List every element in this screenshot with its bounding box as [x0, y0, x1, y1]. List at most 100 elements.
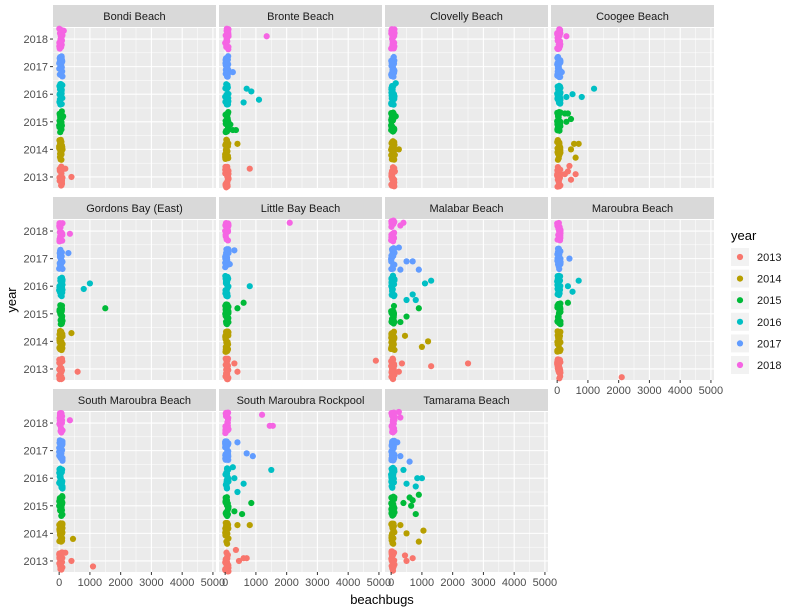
- data-point: [555, 166, 562, 173]
- data-point: [223, 278, 230, 285]
- data-point: [58, 367, 66, 374]
- data-point: [554, 365, 562, 372]
- data-point: [65, 250, 72, 257]
- data-point: [395, 408, 402, 416]
- facet-title: South Maroubra Beach: [78, 395, 191, 407]
- data-point: [224, 172, 231, 179]
- data-point: [388, 474, 395, 481]
- data-point: [235, 557, 243, 565]
- data-point: [388, 508, 395, 515]
- data-point: [578, 93, 585, 101]
- data-point: [222, 328, 230, 335]
- data-point: [74, 368, 81, 375]
- data-point: [224, 568, 231, 575]
- data-point: [56, 448, 63, 456]
- y-tick-label: 2016: [24, 89, 48, 101]
- data-point: [400, 466, 407, 474]
- legend-title: year: [731, 228, 757, 243]
- x-tick-label: 3000: [305, 577, 329, 589]
- data-point: [58, 320, 65, 328]
- x-tick-label: 3000: [637, 385, 661, 397]
- data-point: [567, 176, 575, 183]
- facet-title: Maroubra Beach: [592, 203, 673, 215]
- data-point: [557, 73, 564, 81]
- x-tick-label: 4000: [502, 577, 526, 589]
- x-tick-label: 3000: [139, 577, 163, 589]
- data-point: [68, 557, 75, 565]
- data-point: [567, 115, 575, 123]
- y-tick-label: 2014: [24, 528, 48, 540]
- data-point: [557, 30, 564, 37]
- data-point: [389, 539, 396, 547]
- data-point: [395, 368, 402, 375]
- data-point: [58, 69, 65, 77]
- data-point: [563, 93, 570, 101]
- y-tick-label: 2015: [24, 117, 48, 129]
- y-tick-label: 2016: [24, 281, 48, 293]
- data-point: [223, 136, 230, 143]
- data-point: [389, 100, 396, 107]
- facet-panel: South Maroubra Rockpool 0 1000 2000 3000 4000…: [219, 389, 391, 589]
- data-point: [556, 121, 563, 128]
- facet-panel: Gordons Bay (East) 2013 2014 2015 2016 2017 20…: [24, 197, 216, 383]
- data-point: [567, 146, 575, 153]
- data-point: [554, 318, 561, 325]
- data-point: [389, 428, 396, 436]
- data-point: [231, 247, 238, 254]
- data-point: [424, 338, 432, 345]
- data-point: [224, 341, 231, 348]
- data-point: [418, 343, 426, 350]
- legend-marker: [736, 361, 744, 369]
- data-point: [389, 564, 397, 572]
- data-point: [224, 362, 231, 369]
- data-point: [409, 555, 416, 562]
- data-point: [575, 277, 582, 284]
- data-point: [388, 367, 395, 374]
- data-point: [389, 277, 396, 284]
- data-point: [246, 165, 253, 172]
- data-point: [224, 283, 232, 291]
- data-point: [389, 245, 396, 252]
- facet-strip: [53, 389, 216, 411]
- data-point: [398, 360, 406, 367]
- x-tick-label: 2000: [440, 577, 464, 589]
- data-point: [401, 332, 409, 339]
- data-point: [555, 114, 562, 121]
- data-point: [58, 100, 65, 108]
- data-point: [58, 440, 65, 448]
- data-point: [554, 156, 562, 163]
- data-point: [395, 244, 402, 251]
- data-point: [390, 479, 398, 486]
- data-point: [227, 121, 234, 128]
- data-point: [390, 68, 397, 75]
- data-point: [390, 523, 397, 530]
- data-point: [557, 84, 564, 91]
- facet-panel: Coogee Beach: [551, 5, 714, 190]
- data-point: [557, 258, 564, 266]
- data-point: [223, 36, 230, 43]
- data-point: [403, 557, 410, 565]
- data-point: [391, 218, 398, 226]
- y-tick-label: 2017: [24, 446, 48, 458]
- data-point: [392, 113, 399, 120]
- x-tick-label: 2000: [108, 577, 132, 589]
- data-point: [388, 548, 395, 555]
- data-point: [223, 444, 230, 451]
- data-point: [226, 261, 233, 268]
- facet-strip: [551, 5, 714, 27]
- data-point: [563, 33, 570, 40]
- data-point: [56, 43, 63, 50]
- x-tick-label: 4000: [336, 577, 360, 589]
- data-point: [223, 558, 230, 565]
- data-point: [389, 418, 396, 425]
- data-point: [58, 526, 65, 533]
- facet-strip: [385, 389, 548, 411]
- data-point: [57, 284, 65, 291]
- legend-marker: [736, 253, 744, 261]
- y-tick-label: 2018: [24, 226, 48, 238]
- legend-label: 2016: [757, 317, 781, 329]
- data-point: [59, 345, 66, 352]
- data-point: [57, 560, 64, 567]
- data-point: [60, 27, 67, 34]
- data-point: [390, 341, 397, 348]
